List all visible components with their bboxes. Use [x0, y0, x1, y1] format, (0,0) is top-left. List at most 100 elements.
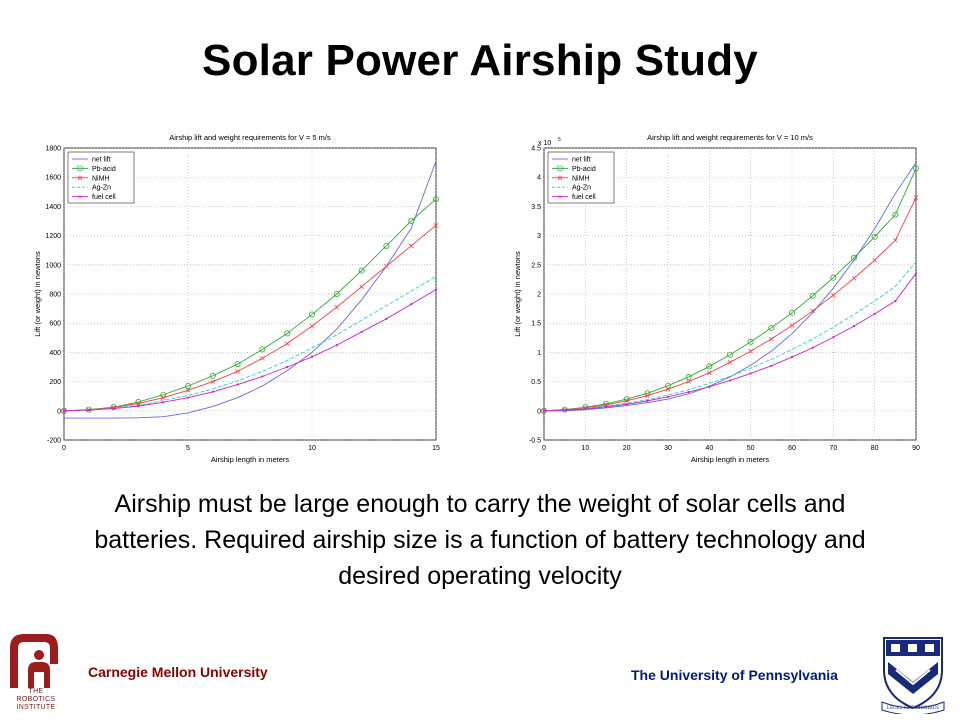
- chart2-y-axis-label: Lift (or weight) in newtons: [513, 251, 522, 337]
- chart2-data-point: [873, 312, 876, 315]
- chart2-legend-marker: [558, 195, 562, 198]
- chart2-data-point: [687, 391, 690, 394]
- chart2-y-tick-label: 2.5: [531, 262, 541, 269]
- chart1-y-tick-label: -200: [47, 438, 61, 445]
- robotics-institute-logo: [10, 634, 58, 688]
- chart-v10: Airship lift and weight requirements for…: [513, 133, 920, 464]
- chart2-y-tick-label: 3.5: [531, 204, 541, 211]
- chart1-legend-label: NiMH: [92, 175, 110, 182]
- chart1-data-point: [309, 323, 315, 329]
- chart1-y-tick-label: 1400: [45, 204, 61, 211]
- chart2-data-point: [707, 370, 712, 376]
- chart2-legend-label: NiMH: [572, 175, 590, 182]
- chart1-data-point: [360, 330, 363, 334]
- chart1-legend-label: Pb-acid: [92, 166, 116, 173]
- robotics-institute-logo-text: THE ROBOTICS INSTITUTE: [8, 688, 64, 712]
- chart1-data-point: [185, 388, 191, 393]
- chart2-x-tick-label: 70: [829, 445, 837, 452]
- chart2-data-point: [830, 274, 837, 281]
- chart2-data-point: [708, 385, 711, 388]
- chart2-legend-marker: [557, 175, 563, 181]
- logo-line-1: THE: [28, 688, 44, 695]
- chart2-data-point: [810, 308, 815, 314]
- chart2-data-point: [851, 275, 857, 281]
- chart1-legend-label: fuel cell: [92, 194, 116, 201]
- chart1-x-axis-label: Airship length in meters: [211, 455, 290, 464]
- chart1-series-line-2: [63, 225, 437, 412]
- chart2-data-point: [686, 379, 691, 384]
- chart2-x-tick-label: 40: [705, 445, 713, 452]
- chart1-data-point: [284, 341, 290, 346]
- chart2-data-point: [913, 195, 919, 200]
- chart1-x-tick-label: 10: [308, 445, 316, 452]
- chart2-data-point: [727, 360, 733, 365]
- chart1-data-point: [358, 267, 365, 274]
- penn-name: The University of Pennsylvania: [631, 667, 838, 683]
- chart2-data-point: [788, 309, 795, 316]
- chart2-data-point: [749, 372, 752, 375]
- chart1-data-point: [186, 396, 190, 399]
- chart1-y-tick-label: 0: [57, 408, 61, 415]
- chart1-y-tick-label: 800: [49, 292, 61, 299]
- chart2-legend-label: Ag-Zn: [572, 185, 591, 192]
- chart-v5: Airship lift and weight requirements for…: [33, 133, 440, 464]
- chart2-data-point: [789, 323, 795, 328]
- chart1-legend-label: Ag-Zn: [92, 185, 111, 192]
- slide-title: Solar Power Airship Study: [202, 36, 758, 85]
- chart1-x-tick-label: 15: [432, 445, 440, 452]
- chart2-exponent-power: 5: [558, 137, 561, 143]
- chart2-data-point: [623, 396, 630, 403]
- chart1-data-point: [236, 383, 239, 386]
- chart1-data-point: [383, 242, 390, 249]
- chart2-y-tick-label: 0.5: [531, 379, 541, 386]
- chart2-data-point: [646, 399, 649, 402]
- chart2-title: Airship lift and weight requirements for…: [647, 133, 813, 142]
- chart2-data-point: [769, 336, 774, 342]
- chart1-data-point: [384, 263, 389, 269]
- chart1-legend-label: net lift: [92, 157, 111, 164]
- chart1-x-tick-label: 5: [186, 445, 190, 452]
- chart2-legend-label: Pb-acid: [572, 166, 596, 173]
- chart1-data-point: [434, 288, 438, 291]
- chart1-y-tick-label: 200: [49, 379, 61, 386]
- chart2-data-point: [871, 233, 878, 240]
- chart2-x-tick-label: 80: [871, 445, 879, 452]
- chart2-y-tick-label: 1: [537, 350, 541, 357]
- chart1-data-point: [359, 284, 364, 289]
- chart1-data-point: [112, 407, 115, 410]
- chart2-data-point: [726, 351, 733, 358]
- chart1-x-tick-label: 0: [62, 445, 66, 452]
- chart2-data-point: [893, 237, 898, 243]
- chart1-data-point: [333, 290, 340, 297]
- chart2-y-tick-label: -0.5: [529, 438, 541, 445]
- chart1-data-point: [408, 243, 414, 249]
- chart2-x-tick-label: 60: [788, 445, 796, 452]
- chart2-data-point: [914, 272, 918, 275]
- chart1-data-point: [334, 304, 340, 310]
- chart2-x-tick-label: 50: [747, 445, 755, 452]
- chart1-data-point: [410, 303, 413, 306]
- chart2-y-tick-label: 4: [537, 175, 541, 182]
- chart1-legend-marker: [77, 175, 83, 181]
- chart2-legend-marker: [557, 165, 563, 172]
- chart1-data-point: [432, 196, 439, 203]
- chart2-x-axis-label: Airship length in meters: [691, 455, 770, 464]
- chart2-x-tick-label: 90: [912, 445, 920, 452]
- chart2-data-point: [625, 403, 628, 406]
- chart1-y-tick-label: 1600: [45, 175, 61, 182]
- chart1-data-point: [284, 330, 291, 337]
- penn-shield-logo: LEGES SINE MORIBUS: [881, 637, 945, 714]
- chart2-data-point: [790, 355, 794, 359]
- chart2-exponent-label: x 10: [538, 140, 551, 147]
- chart1-data-point: [211, 390, 214, 393]
- chart2-data-point: [728, 379, 732, 382]
- chart1-series-line-3: [63, 276, 437, 412]
- svg-text:LEGES SINE MORIBUS: LEGES SINE MORIBUS: [887, 706, 939, 711]
- chart1-series-line-0: [64, 160, 437, 419]
- chart2-data-point: [831, 292, 836, 298]
- chart1-data-point: [62, 409, 66, 412]
- chart2-y-tick-label: 0: [537, 408, 541, 415]
- chart1-y-tick-label: 600: [49, 321, 61, 328]
- chart2-data-point: [563, 409, 566, 412]
- chart2-data-point: [912, 165, 919, 172]
